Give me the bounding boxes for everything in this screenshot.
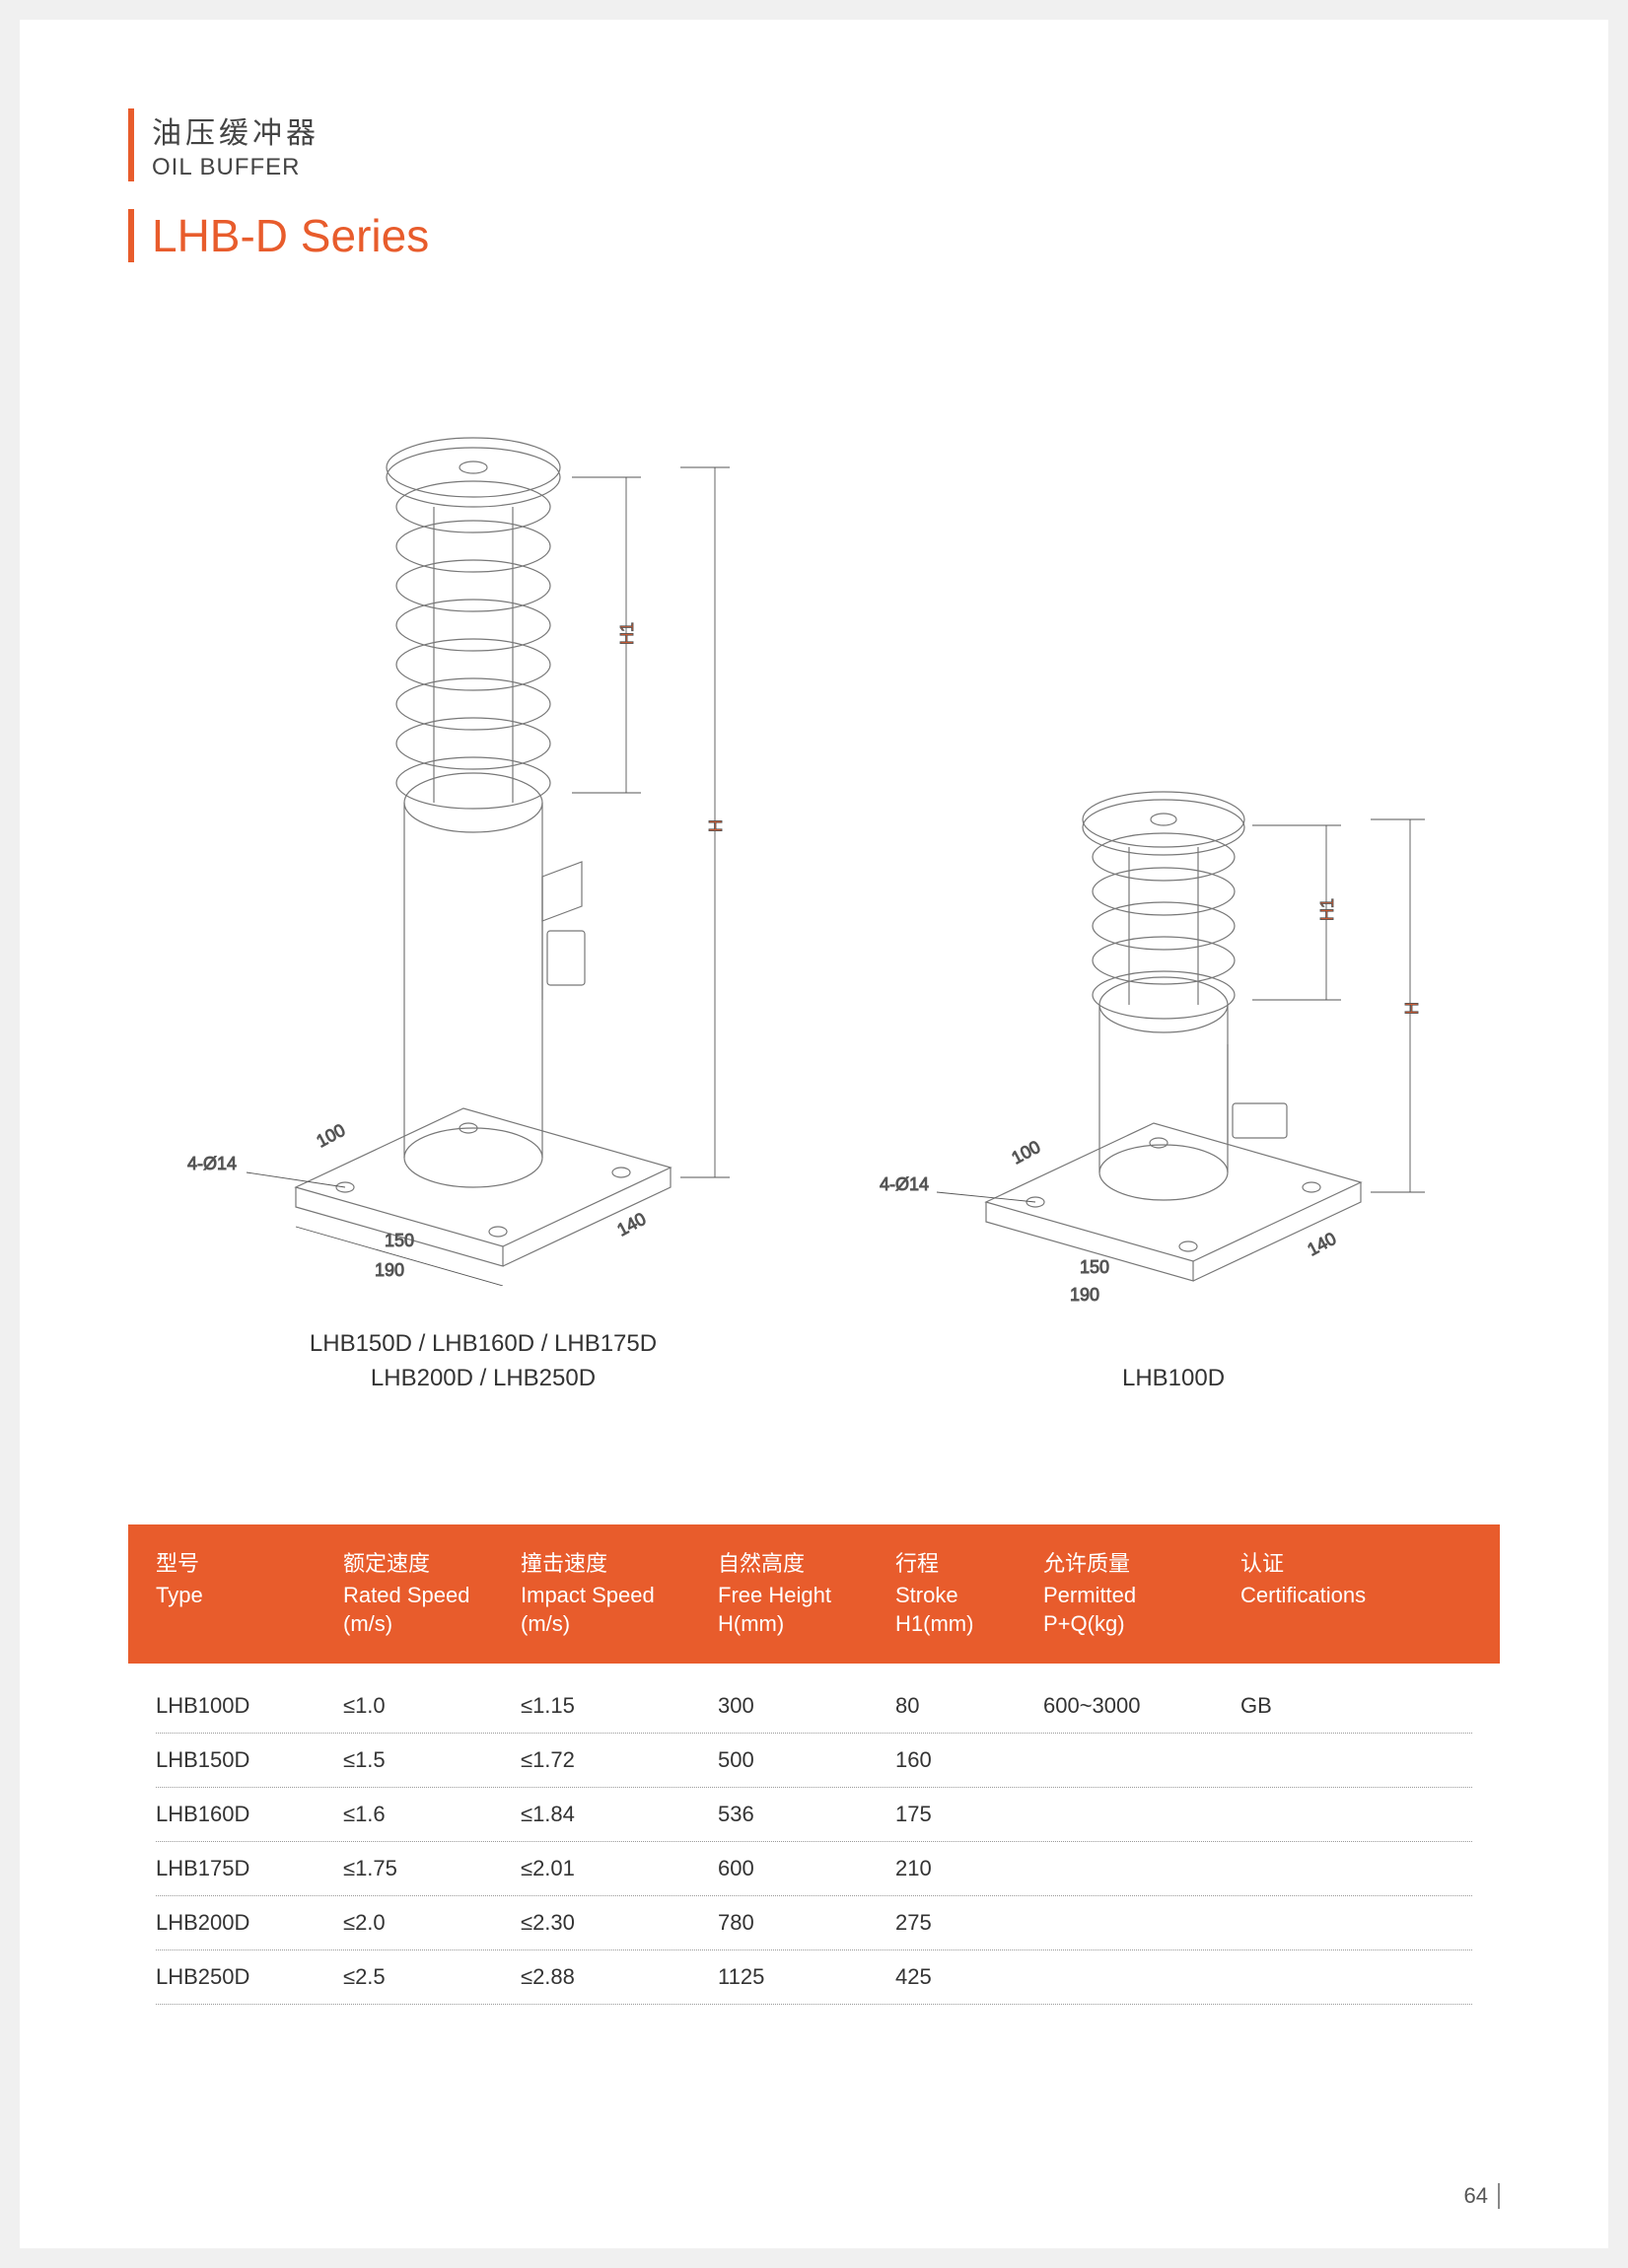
table-cell: LHB150D [156,1747,343,1773]
table-cell [1043,1964,1240,1990]
dim-hole-small: 4-Ø14 [880,1174,929,1194]
catalog-page: 油压缓冲器 OIL BUFFER LHB-D Series [20,20,1608,2248]
table-cell: 500 [718,1747,895,1773]
col-free-height: 自然高度 Free Height H(mm) [718,1546,895,1638]
table-cell: LHB100D [156,1693,343,1719]
table-cell: 175 [895,1802,1043,1827]
col-rated-speed: 额定速度 Rated Speed (m/s) [343,1546,521,1638]
table-cell [1043,1910,1240,1936]
dim-140-small: 140 [1304,1229,1339,1260]
table-cell [1240,1747,1418,1773]
table-cell: ≤1.84 [521,1802,718,1827]
category-title-cn: 油压缓冲器 [152,108,1500,152]
table-cell: 600 [718,1856,895,1881]
table-cell: ≤2.0 [343,1910,521,1936]
table-cell: ≤1.0 [343,1693,521,1719]
table-cell: ≤2.5 [343,1964,521,1990]
col-permitted: 允许质量 Permitted P+Q(kg) [1043,1546,1240,1638]
dim-hole: 4-Ø14 [187,1154,237,1173]
table-cell [1043,1747,1240,1773]
col-cert: 认证 Certifications [1240,1546,1418,1638]
table-row: LHB250D≤2.5≤2.881125425 [156,1950,1472,2005]
drawing-small-caption: LHB100D [1122,1362,1225,1396]
table-cell: ≤2.88 [521,1964,718,1990]
table-cell: 160 [895,1747,1043,1773]
table-cell [1043,1856,1240,1881]
table-cell [1240,1910,1418,1936]
table-row: LHB100D≤1.0≤1.1530080600~3000GB [156,1664,1472,1734]
table-row: LHB160D≤1.6≤1.84536175 [156,1788,1472,1842]
table-cell: ≤1.72 [521,1747,718,1773]
series-header: LHB-D Series [128,209,1500,262]
series-title: LHB-D Series [152,209,1500,262]
buffer-large-diagram: H H1 190 150 140 100 [177,369,789,1286]
table-row: LHB200D≤2.0≤2.30780275 [156,1896,1472,1950]
dim-100-small: 100 [1008,1137,1043,1169]
table-cell: ≤1.75 [343,1856,521,1881]
page-number: 64 [1464,2183,1500,2209]
dim-190-small: 190 [1070,1285,1099,1305]
table-cell: ≤1.5 [343,1747,521,1773]
table-cell: GB [1240,1693,1418,1719]
table-cell [1240,1802,1418,1827]
table-cell: 780 [718,1910,895,1936]
table-cell: 210 [895,1856,1043,1881]
dim-base-100: 100 [313,1120,348,1152]
table-cell [1240,1856,1418,1881]
caption-line2: LHB200D / LHB250D [371,1365,596,1391]
spec-table: 型号 Type 额定速度 Rated Speed (m/s) 撞击速度 Impa… [128,1524,1500,2005]
col-type: 型号 Type [156,1546,343,1638]
table-cell: LHB160D [156,1802,343,1827]
dim-150-small: 150 [1080,1257,1109,1277]
category-header: 油压缓冲器 OIL BUFFER [128,108,1500,181]
table-cell: 275 [895,1910,1043,1936]
dim-base-150: 150 [385,1231,414,1250]
dim-base-190: 190 [375,1260,404,1280]
drawing-small-buffer: H H1 190 150 140 100 4-Ø14 [858,709,1489,1396]
table-cell: 600~3000 [1043,1693,1240,1719]
category-title-en: OIL BUFFER [152,154,1500,181]
table-cell: 425 [895,1964,1043,1990]
table-cell: 1125 [718,1964,895,1990]
buffer-small-diagram: H H1 190 150 140 100 4-Ø14 [878,709,1469,1320]
table-cell: ≤1.6 [343,1802,521,1827]
table-cell [1043,1802,1240,1827]
table-cell: 300 [718,1693,895,1719]
table-cell [1240,1964,1418,1990]
col-stroke: 行程 Stroke H1(mm) [895,1546,1043,1638]
dim-label-H: H [706,819,726,832]
table-body: LHB100D≤1.0≤1.1530080600~3000GBLHB150D≤1… [128,1664,1500,2005]
table-cell: LHB175D [156,1856,343,1881]
table-cell: LHB200D [156,1910,343,1936]
table-cell: ≤1.15 [521,1693,718,1719]
table-row: LHB175D≤1.75≤2.01600210 [156,1842,1472,1896]
col-impact-speed: 撞击速度 Impact Speed (m/s) [521,1546,718,1638]
table-cell: 80 [895,1693,1043,1719]
drawing-large-caption: LHB150D / LHB160D / LHB175D LHB200D / LH… [310,1327,657,1396]
caption-line1: LHB150D / LHB160D / LHB175D [310,1330,657,1357]
table-cell: 536 [718,1802,895,1827]
dim-label-H-small: H [1402,1002,1422,1015]
drawing-large-buffer: H H1 190 150 140 100 [148,369,818,1396]
dim-label-H1-small: H1 [1317,898,1337,921]
table-cell: ≤2.01 [521,1856,718,1881]
dim-base-140: 140 [613,1209,649,1240]
dim-label-H1: H1 [617,622,637,645]
table-cell: LHB250D [156,1964,343,1990]
table-cell: ≤2.30 [521,1910,718,1936]
table-header-row: 型号 Type 额定速度 Rated Speed (m/s) 撞击速度 Impa… [128,1524,1500,1664]
technical-drawings: H H1 190 150 140 100 [128,331,1500,1396]
table-row: LHB150D≤1.5≤1.72500160 [156,1734,1472,1788]
